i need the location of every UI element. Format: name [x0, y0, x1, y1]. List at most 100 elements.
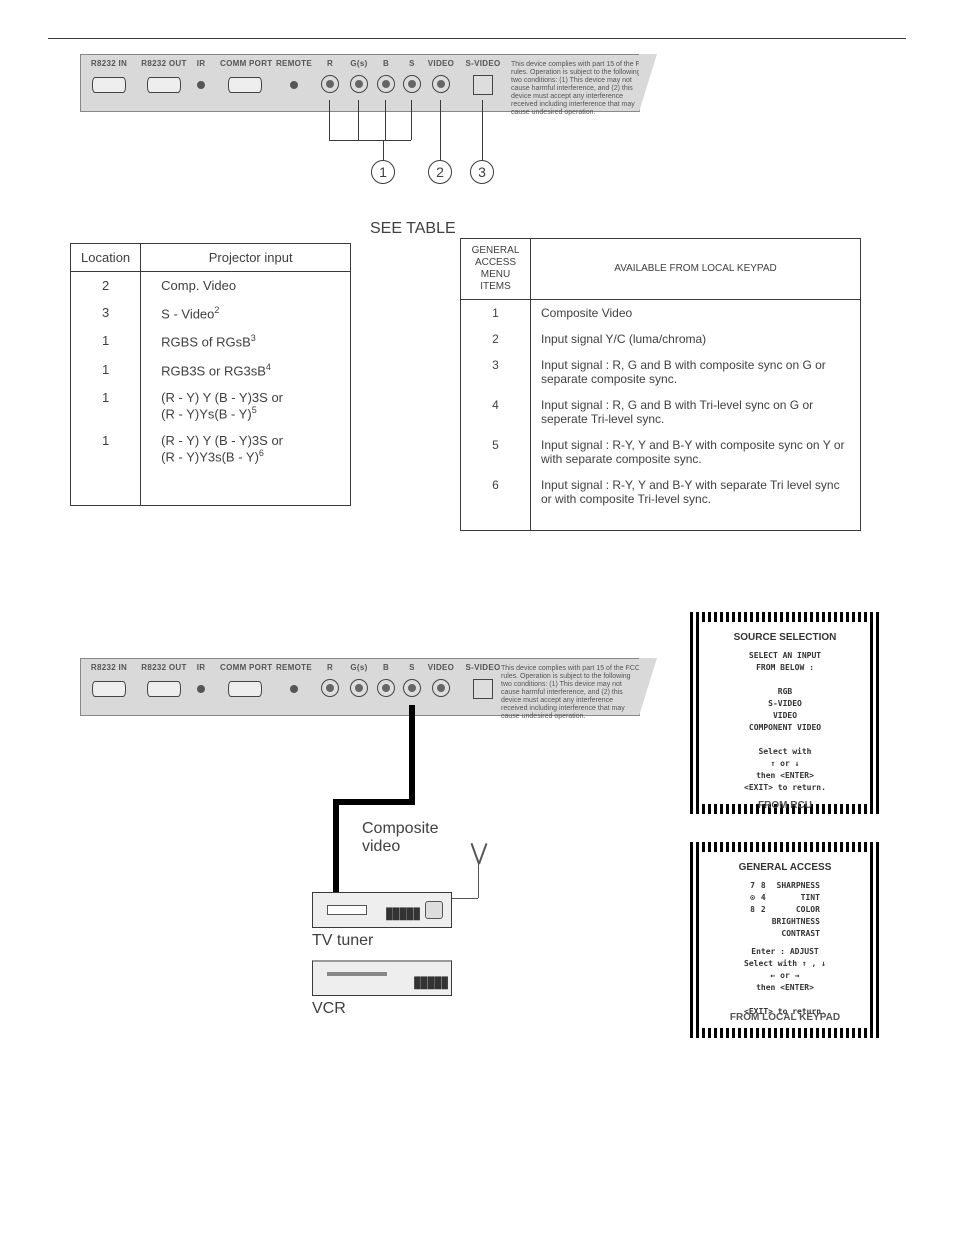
osd-line: RGB: [708, 686, 862, 698]
osd1-title: SOURCE SELECTION: [708, 632, 862, 644]
cell-menu-n: 1: [461, 300, 531, 327]
port-label: COMM PORT: [220, 59, 270, 68]
db9-port-icon: [228, 77, 262, 93]
table-row: 2Input signal Y/C (luma/chroma): [461, 326, 861, 352]
bnc-port-icon: [432, 679, 450, 697]
osd-line: then <ENTER>: [708, 770, 862, 782]
bnc-port-icon: [321, 679, 339, 697]
cell-location: 1: [71, 327, 141, 355]
leader-1-tie: [329, 140, 411, 141]
bnc-port-icon: [377, 75, 395, 93]
th-location: Location: [71, 244, 141, 272]
osd-line: [708, 674, 862, 686]
osd-line: [708, 994, 862, 1006]
leader-1a: [329, 100, 330, 140]
db9-port-icon: [147, 77, 181, 93]
cell-menu-desc: Input signal Y/C (luma/chroma): [531, 326, 861, 352]
th-projector-input: Projector input: [141, 244, 351, 272]
leader-1d: [411, 100, 412, 140]
osd-line: VIDEO: [708, 710, 862, 722]
port-label: R8232 IN: [84, 663, 134, 672]
osd2-caption: FROM LOCAL KEYPAD: [690, 1012, 880, 1023]
table-row: 3Input signal : R, G and B with composit…: [461, 352, 861, 392]
dot-port-icon: [290, 685, 298, 693]
table-row: 1RGBS of RGsB3: [71, 327, 351, 355]
tuner-knob-icon: [425, 901, 443, 919]
fcc-text-2: This device complies with part 15 of the…: [501, 665, 641, 721]
backpanel-top: R8232 INR8232 OUTIRCOMM PORTREMOTERG(s)B…: [80, 54, 640, 112]
vcr-slot-icon: [327, 972, 387, 976]
table-row: 1(R - Y) Y (B - Y)3S or (R - Y)Y3s(B - Y…: [71, 427, 351, 505]
osd-line: then <ENTER>: [708, 982, 862, 994]
menu-items-table: GENERALACCESSMENUITEMS AVAILABLE FROM LO…: [460, 238, 861, 531]
cell-input: RGBS of RGsB3: [141, 327, 351, 355]
cell-menu-desc: Composite Video: [531, 300, 861, 327]
projector-input-table: Location Projector input 2Comp. Video3S …: [70, 243, 351, 506]
cable-drop: [333, 799, 339, 897]
osd-line: ⊙: [750, 892, 755, 904]
bnc-port-icon: [403, 679, 421, 697]
table-row: 6Input signal : R-Y, Y and B-Y with sepa…: [461, 472, 861, 531]
tv-tuner-label: TV tuner: [312, 932, 373, 950]
osd1-caption: FROM RCU: [690, 800, 880, 811]
antenna-icon: [470, 840, 486, 864]
port-label: IR: [176, 663, 226, 672]
cell-location: 1: [71, 427, 141, 505]
port-label: IR: [176, 59, 226, 68]
table-row: 3S - Video2: [71, 299, 351, 327]
antenna-lead-h: [450, 898, 478, 899]
cell-input: S - Video2: [141, 299, 351, 327]
num-bubble-1: 1: [371, 160, 395, 184]
osd2-col-right: SHARPNESSTINTCOLORBRIGHTNESSCONTRAST: [772, 880, 820, 940]
num-bubble-2: 2: [428, 160, 452, 184]
svideo-port-icon: [473, 75, 493, 95]
osd-line: FROM BELOW :: [708, 662, 862, 674]
osd-line: 2: [761, 904, 766, 916]
cell-location: 1: [71, 384, 141, 427]
cell-menu-n: 4: [461, 392, 531, 432]
num-bubble-3: 3: [470, 160, 494, 184]
db9-port-icon: [92, 77, 126, 93]
tuner-grill-icon: ▮▮▮▮▮: [385, 903, 419, 923]
cell-menu-n: 6: [461, 472, 531, 531]
bnc-port-icon: [321, 75, 339, 93]
osd-line: SHARPNESS: [772, 880, 820, 892]
svideo-port-icon: [473, 679, 493, 699]
leader-1c: [385, 100, 386, 140]
cable-horz: [333, 799, 415, 805]
cell-menu-desc: Input signal : R-Y, Y and B-Y with separ…: [531, 472, 861, 531]
table-row: 4Input signal : R, G and B with Tri-leve…: [461, 392, 861, 432]
bnc-port-icon: [377, 679, 395, 697]
osd-source-selection: SOURCE SELECTION SELECT AN INPUTFROM BEL…: [690, 612, 880, 814]
osd-line: 7: [750, 880, 755, 892]
osd-line: Select with: [708, 746, 862, 758]
see-table-heading: SEE TABLE: [370, 220, 456, 238]
osd2-col-left: 7⊙8: [750, 880, 755, 940]
dot-port-icon: [197, 685, 205, 693]
vcr-grill-icon: ▮▮▮▮▮: [413, 972, 447, 992]
osd2-body: Enter : ADJUSTSelect with ↑ , ↓← or →the…: [708, 946, 862, 1018]
osd2-title: GENERAL ACCESS: [708, 862, 862, 874]
db9-port-icon: [147, 681, 181, 697]
db9-port-icon: [228, 681, 262, 697]
osd-line: ↑ or ↓: [708, 758, 862, 770]
osd2-col-mid: 842: [761, 880, 766, 940]
osd-line: SELECT AN INPUT: [708, 650, 862, 662]
osd-line: 4: [761, 892, 766, 904]
leader-3: [482, 100, 483, 160]
cell-location: 1: [71, 356, 141, 384]
osd-line: CONTRAST: [772, 928, 820, 940]
cell-menu-desc: Input signal : R, G and B with composite…: [531, 352, 861, 392]
cell-location: 3: [71, 299, 141, 327]
vcr-label: VCR: [312, 1000, 346, 1018]
fcc-text: This device complies with part 15 of the…: [511, 61, 651, 117]
tuner-slot-icon: [327, 905, 367, 915]
cell-menu-n: 2: [461, 326, 531, 352]
osd-line: [708, 734, 862, 746]
table-row: 5Input signal : R-Y, Y and B-Y with comp…: [461, 432, 861, 472]
port-label: S-VIDEO: [458, 59, 508, 68]
bnc-port-icon: [403, 75, 421, 93]
dot-port-icon: [197, 81, 205, 89]
osd-line: 8: [761, 880, 766, 892]
bnc-port-icon: [350, 679, 368, 697]
